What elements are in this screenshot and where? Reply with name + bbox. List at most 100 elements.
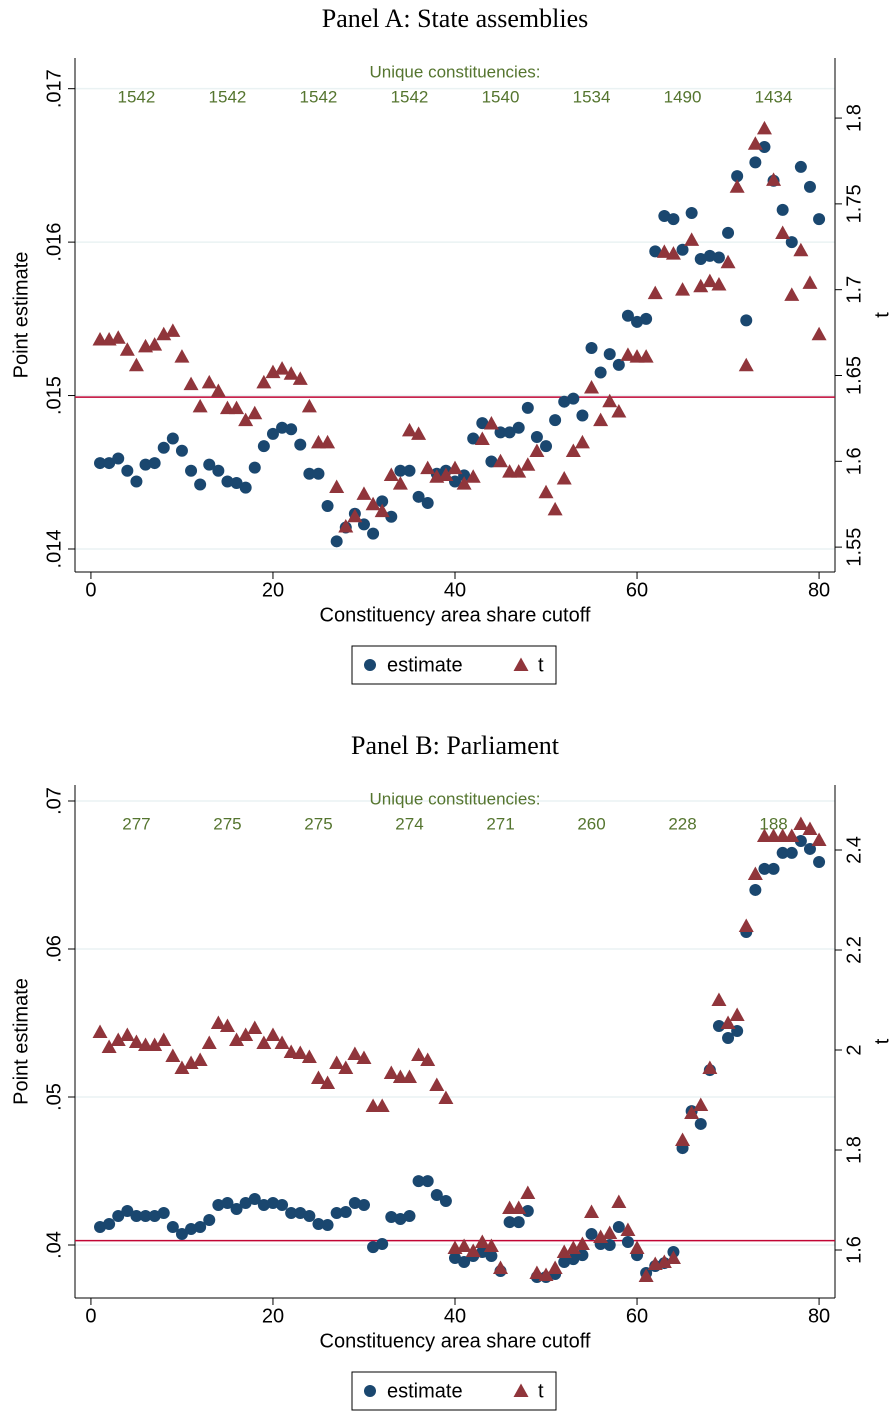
estimate-point: [485, 455, 498, 468]
estimate-point: [112, 452, 125, 465]
estimate-point: [239, 481, 252, 494]
t-point: [465, 1243, 481, 1257]
estimate-point: [94, 1220, 107, 1233]
estimate-point: [722, 1031, 735, 1044]
t-point: [238, 412, 254, 427]
t-point: [483, 416, 499, 430]
t-point: [210, 383, 226, 397]
legend-marker: [513, 1383, 529, 1397]
t-point: [201, 1035, 217, 1049]
estimate-point: [576, 409, 589, 422]
estimate-point: [439, 1195, 452, 1208]
t-point: [474, 1234, 490, 1248]
t-point: [793, 816, 809, 830]
estimate-point: [221, 475, 234, 488]
t-point: [347, 1046, 363, 1060]
estimate-point: [785, 846, 798, 859]
estimate-point: [139, 458, 152, 471]
estimate-point: [749, 883, 762, 896]
estimate-point: [285, 423, 298, 436]
t-point: [128, 357, 144, 372]
y-tick-label: .014: [43, 530, 65, 569]
estimate-point: [339, 1206, 352, 1219]
estimate-point: [348, 1196, 361, 1209]
t-point: [356, 1050, 372, 1064]
x-tick-label: 20: [262, 579, 284, 601]
t-point: [256, 1035, 272, 1049]
legend-marker: [513, 657, 529, 671]
estimate-point: [285, 1207, 298, 1220]
estimate-point: [485, 1249, 498, 1262]
y-axis-label: Point estimate: [10, 978, 32, 1105]
t-point: [338, 519, 354, 533]
t-point: [156, 326, 172, 341]
annotation-count: 1542: [300, 87, 338, 106]
estimate-point: [403, 464, 416, 477]
t-point: [584, 1204, 600, 1218]
t-point: [383, 467, 399, 482]
estimate-point: [430, 1188, 443, 1201]
t-point: [256, 374, 272, 389]
estimate-point: [512, 421, 525, 434]
estimate-point: [785, 236, 798, 249]
estimate-point: [303, 467, 316, 480]
annotation-label: Unique constituencies:: [369, 789, 540, 808]
estimate-point: [185, 464, 198, 477]
t-point: [174, 349, 190, 363]
estimate-point: [367, 527, 380, 540]
y2-axis-label: t: [871, 1038, 893, 1044]
t-point: [584, 380, 600, 394]
t-point: [693, 278, 709, 293]
estimate-point: [266, 1196, 279, 1209]
chart-title: Panel A: State assemblies: [322, 4, 588, 33]
t-point: [320, 434, 336, 449]
estimate-point: [321, 1219, 334, 1232]
annotation-label: Unique constituencies:: [369, 62, 540, 81]
y2-tick-label: 1.65: [843, 356, 865, 395]
t-point: [147, 337, 163, 351]
t-point: [593, 412, 609, 427]
estimate-point: [449, 475, 461, 488]
t-point: [565, 443, 581, 458]
estimate-point: [676, 243, 689, 256]
t-point: [611, 1194, 627, 1208]
estimate-point: [185, 1223, 198, 1236]
estimate-point: [194, 1220, 207, 1233]
t-point: [784, 287, 800, 301]
t-point: [219, 1018, 235, 1032]
estimate-point: [94, 457, 107, 470]
estimate-point: [449, 1252, 461, 1265]
estimate-point: [221, 1196, 234, 1209]
estimate-point: [503, 426, 516, 439]
t-point: [265, 364, 281, 379]
t-point: [329, 1055, 345, 1069]
y-tick-label: .04: [43, 1231, 65, 1259]
legend-label: t: [538, 654, 544, 676]
t-point: [438, 1090, 454, 1104]
t-point: [292, 371, 308, 385]
t-point: [411, 426, 427, 440]
x-tick-label: 80: [808, 1305, 830, 1327]
estimate-point: [649, 245, 662, 258]
t-point: [711, 992, 727, 1006]
t-point: [338, 1060, 354, 1074]
estimate-point: [503, 1216, 516, 1229]
t-point: [620, 347, 636, 361]
estimate-point: [276, 1199, 289, 1212]
estimate-point: [248, 1192, 261, 1205]
estimate-point: [749, 156, 762, 169]
annotation-count: 1542: [391, 87, 429, 106]
estimate-point: [694, 1117, 707, 1130]
t-point: [310, 1070, 326, 1084]
t-point: [401, 1069, 417, 1083]
t-point: [556, 1244, 572, 1258]
t-point: [474, 431, 490, 445]
estimate-point: [157, 441, 170, 454]
estimate-point: [376, 1237, 389, 1250]
estimate-point: [257, 440, 270, 453]
t-point: [374, 1098, 390, 1112]
t-point: [110, 330, 126, 344]
estimate-point: [394, 1212, 407, 1225]
estimate-point: [667, 213, 680, 226]
estimate-point: [194, 478, 207, 491]
